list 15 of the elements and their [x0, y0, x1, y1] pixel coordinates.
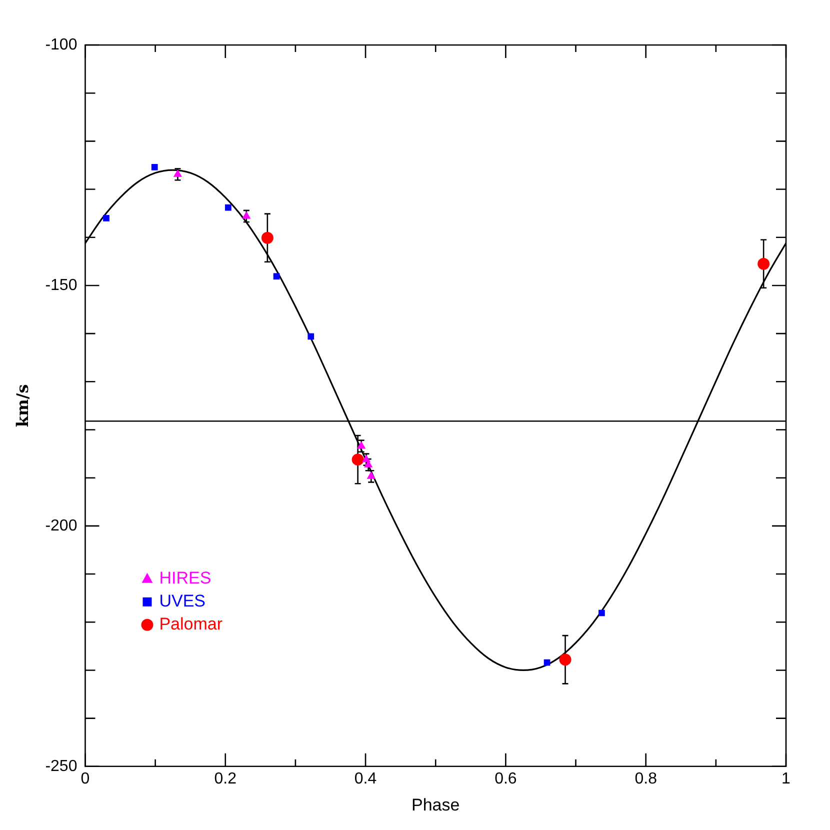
x-tick-label: 0.6 — [494, 770, 517, 788]
x-tick-label: 0.8 — [634, 770, 658, 788]
x-tick-label: 0 — [80, 770, 90, 788]
y-tick-label: -100 — [45, 36, 78, 54]
x-tick-label: 0.2 — [214, 770, 237, 788]
legend-label: UVES — [159, 592, 206, 611]
legend-label: HIRES — [159, 568, 212, 588]
x-tick-label: 1 — [782, 770, 791, 788]
y-axis-title: km/s — [12, 384, 32, 428]
legend-label: Palomar — [159, 614, 223, 634]
x-tick-label: 0.4 — [354, 770, 377, 788]
y-tick-label: -150 — [45, 276, 78, 294]
x-axis-title: Phase — [412, 795, 460, 814]
y-tick-label: -200 — [45, 517, 78, 534]
y-tick-label: -250 — [45, 758, 78, 775]
